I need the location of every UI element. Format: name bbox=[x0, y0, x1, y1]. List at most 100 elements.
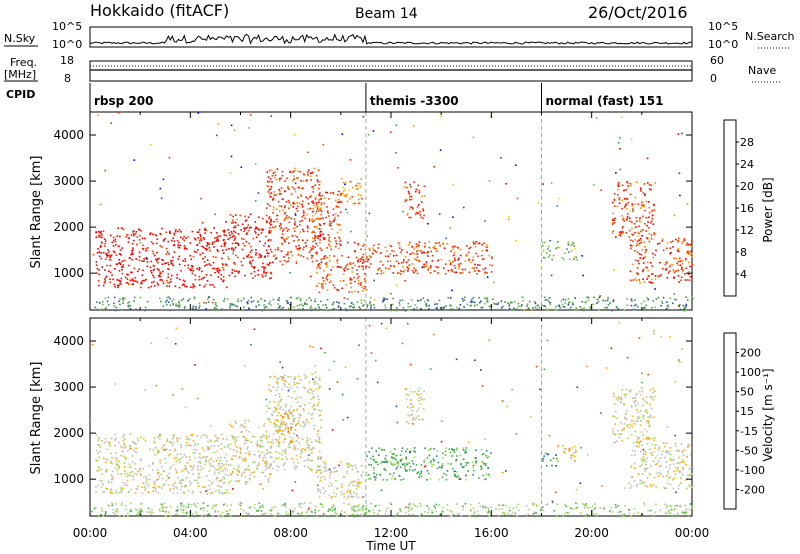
data-cell bbox=[311, 220, 314, 223]
data-cell bbox=[316, 227, 319, 230]
data-cell bbox=[289, 387, 291, 390]
data-cell bbox=[306, 303, 308, 305]
data-cell bbox=[311, 441, 313, 443]
data-cell bbox=[626, 356, 629, 359]
data-cell bbox=[652, 460, 655, 462]
data-cell bbox=[466, 245, 468, 247]
data-cell bbox=[246, 448, 248, 450]
data-cell bbox=[117, 473, 119, 475]
data-cell bbox=[226, 510, 229, 513]
data-cell bbox=[250, 344, 252, 346]
data-cell bbox=[637, 244, 640, 246]
data-cell bbox=[228, 482, 230, 484]
data-cell bbox=[422, 251, 425, 253]
data-cell bbox=[339, 266, 341, 268]
data-cell bbox=[296, 177, 298, 179]
data-cell bbox=[282, 230, 284, 232]
data-cell bbox=[146, 511, 148, 513]
data-cell bbox=[262, 262, 264, 265]
data-cell bbox=[304, 502, 306, 504]
data-cell bbox=[316, 465, 319, 468]
data-cell bbox=[276, 220, 279, 223]
data-cell bbox=[649, 509, 652, 512]
data-cell bbox=[416, 256, 419, 258]
data-cell bbox=[672, 240, 674, 243]
data-cell bbox=[255, 442, 258, 445]
data-cell bbox=[214, 213, 216, 216]
data-cell bbox=[247, 302, 249, 304]
data-cell bbox=[363, 299, 365, 302]
data-cell bbox=[262, 217, 264, 220]
data-cell bbox=[303, 404, 306, 406]
data-cell bbox=[167, 261, 169, 264]
data-cell bbox=[154, 480, 156, 483]
data-cell bbox=[485, 246, 487, 248]
data-cell bbox=[155, 258, 157, 261]
data-cell bbox=[627, 201, 630, 204]
data-cell bbox=[377, 269, 379, 272]
data-cell bbox=[630, 406, 633, 408]
data-cell bbox=[99, 302, 101, 304]
data-cell bbox=[247, 512, 249, 515]
data-cell bbox=[121, 298, 124, 301]
data-cell bbox=[200, 436, 202, 439]
data-cell bbox=[191, 272, 194, 275]
data-cell bbox=[132, 283, 134, 285]
data-cell bbox=[407, 190, 410, 193]
data-cell bbox=[108, 443, 110, 445]
data-cell bbox=[654, 447, 656, 449]
data-cell bbox=[688, 443, 690, 446]
data-cell bbox=[648, 211, 651, 214]
data-cell bbox=[433, 505, 436, 507]
data-cell bbox=[280, 250, 283, 252]
data-cell bbox=[306, 171, 309, 174]
data-cell bbox=[314, 198, 317, 200]
data-cell bbox=[239, 446, 241, 449]
data-cell bbox=[156, 260, 158, 262]
data-cell bbox=[508, 303, 511, 305]
data-cell bbox=[564, 503, 566, 506]
data-cell bbox=[314, 505, 317, 508]
data-cell bbox=[619, 400, 622, 403]
data-cell bbox=[318, 377, 321, 380]
data-cell bbox=[106, 469, 108, 471]
data-cell bbox=[175, 229, 177, 231]
data-cell bbox=[469, 246, 472, 249]
data-cell bbox=[337, 194, 339, 196]
data-cell bbox=[283, 462, 286, 465]
data-cell bbox=[277, 404, 280, 406]
data-cell bbox=[114, 457, 117, 459]
data-cell bbox=[639, 424, 642, 427]
data-cell bbox=[268, 231, 270, 234]
data-cell bbox=[645, 296, 648, 299]
data-cell bbox=[129, 508, 132, 511]
data-cell bbox=[116, 508, 118, 510]
data-cell bbox=[223, 242, 226, 245]
data-cell bbox=[168, 440, 171, 443]
data-cell bbox=[515, 239, 517, 242]
data-cell bbox=[384, 255, 387, 258]
data-cell bbox=[659, 261, 661, 264]
data-cell bbox=[637, 438, 639, 440]
data-cell bbox=[637, 260, 639, 262]
data-cell bbox=[416, 410, 419, 412]
data-cell bbox=[400, 270, 402, 272]
data-cell bbox=[464, 451, 466, 454]
data-cell bbox=[178, 247, 181, 249]
data-cell bbox=[365, 512, 368, 514]
data-cell bbox=[227, 238, 229, 241]
data-cell bbox=[274, 506, 276, 508]
data-cell bbox=[394, 448, 396, 450]
data-cell bbox=[279, 423, 282, 425]
data-cell bbox=[644, 453, 647, 455]
data-cell bbox=[158, 508, 161, 511]
data-cell bbox=[271, 181, 273, 183]
data-cell bbox=[642, 460, 644, 463]
data-cell bbox=[150, 272, 153, 274]
data-cell bbox=[296, 382, 298, 384]
data-cell bbox=[691, 485, 694, 488]
data-cell bbox=[635, 441, 638, 444]
data-cell bbox=[199, 239, 201, 242]
data-cell bbox=[446, 242, 448, 245]
data-cell bbox=[188, 515, 190, 518]
